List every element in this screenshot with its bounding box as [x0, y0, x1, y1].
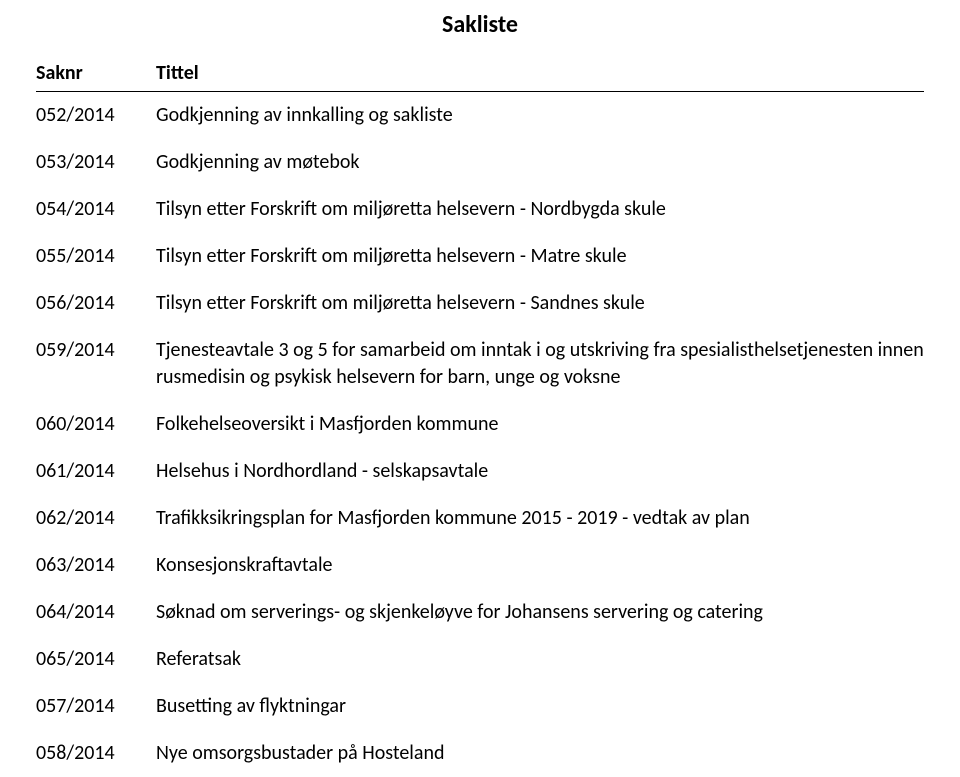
- table-row: 057/2014 Busetting av flyktningar: [36, 683, 924, 730]
- page: Sakliste Saknr Tittel 052/2014 Godkjenni…: [0, 0, 960, 777]
- col-header-tittel: Tittel: [156, 57, 924, 92]
- cell-saknr: 061/2014: [36, 448, 156, 495]
- sakliste-table: Saknr Tittel 052/2014 Godkjenning av inn…: [36, 57, 924, 777]
- cell-tittel: Tjenesteavtale 3 og 5 for samarbeid om i…: [156, 327, 924, 401]
- table-row: 064/2014 Søknad om serverings- og skjenk…: [36, 589, 924, 636]
- cell-saknr: 058/2014: [36, 730, 156, 777]
- cell-saknr: 053/2014: [36, 139, 156, 186]
- cell-saknr: 052/2014: [36, 92, 156, 140]
- cell-saknr: 065/2014: [36, 636, 156, 683]
- cell-tittel: Folkehelseoversikt i Masfjorden kommune: [156, 401, 924, 448]
- cell-tittel: Trafikksikringsplan for Masfjorden kommu…: [156, 495, 924, 542]
- cell-saknr: 063/2014: [36, 542, 156, 589]
- table-row: 056/2014 Tilsyn etter Forskrift om miljø…: [36, 280, 924, 327]
- cell-tittel: Helsehus i Nordhordland - selskapsavtale: [156, 448, 924, 495]
- table-row: 058/2014 Nye omsorgsbustader på Hostelan…: [36, 730, 924, 777]
- table-header-row: Saknr Tittel: [36, 57, 924, 92]
- table-row: 055/2014 Tilsyn etter Forskrift om miljø…: [36, 233, 924, 280]
- cell-tittel: Nye omsorgsbustader på Hosteland: [156, 730, 924, 777]
- cell-tittel: Tilsyn etter Forskrift om miljøretta hel…: [156, 233, 924, 280]
- cell-saknr: 059/2014: [36, 327, 156, 401]
- cell-saknr: 057/2014: [36, 683, 156, 730]
- cell-tittel: Busetting av flyktningar: [156, 683, 924, 730]
- table-row: 062/2014 Trafikksikringsplan for Masfjor…: [36, 495, 924, 542]
- cell-tittel: Godkjenning av innkalling og sakliste: [156, 92, 924, 140]
- cell-tittel: Godkjenning av møtebok: [156, 139, 924, 186]
- table-row: 063/2014 Konsesjonskraftavtale: [36, 542, 924, 589]
- cell-tittel: Referatsak: [156, 636, 924, 683]
- table-row: 053/2014 Godkjenning av møtebok: [36, 139, 924, 186]
- cell-tittel: Tilsyn etter Forskrift om miljøretta hel…: [156, 186, 924, 233]
- page-title: Sakliste: [36, 10, 924, 39]
- table-row: 052/2014 Godkjenning av innkalling og sa…: [36, 92, 924, 140]
- cell-tittel: Søknad om serverings- og skjenkeløyve fo…: [156, 589, 924, 636]
- table-row: 059/2014 Tjenesteavtale 3 og 5 for samar…: [36, 327, 924, 401]
- table-row: 065/2014 Referatsak: [36, 636, 924, 683]
- cell-tittel: Tilsyn etter Forskrift om miljøretta hel…: [156, 280, 924, 327]
- table-row: 054/2014 Tilsyn etter Forskrift om miljø…: [36, 186, 924, 233]
- cell-saknr: 054/2014: [36, 186, 156, 233]
- cell-saknr: 060/2014: [36, 401, 156, 448]
- cell-saknr: 062/2014: [36, 495, 156, 542]
- table-row: 061/2014 Helsehus i Nordhordland - selsk…: [36, 448, 924, 495]
- cell-tittel: Konsesjonskraftavtale: [156, 542, 924, 589]
- cell-saknr: 056/2014: [36, 280, 156, 327]
- cell-saknr: 064/2014: [36, 589, 156, 636]
- table-body: 052/2014 Godkjenning av innkalling og sa…: [36, 92, 924, 777]
- cell-saknr: 055/2014: [36, 233, 156, 280]
- col-header-saknr: Saknr: [36, 57, 156, 92]
- table-row: 060/2014 Folkehelseoversikt i Masfjorden…: [36, 401, 924, 448]
